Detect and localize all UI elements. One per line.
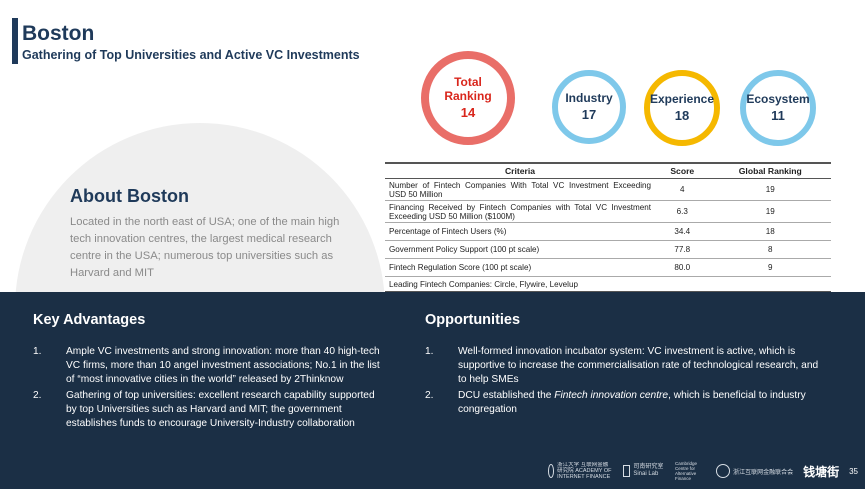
criteria-header: Criteria [385, 162, 655, 179]
sinai-lab-logo: 司南研究室 Sinai Lab [622, 464, 665, 478]
about-title: About Boston [70, 186, 189, 206]
total-ranking-label-1: Total [454, 75, 482, 89]
industry-ring: Industry 17 [552, 70, 626, 144]
global-ranking-cell: 19 [709, 178, 831, 201]
table-row: Fintech Regulation Score (100 pt scale) … [385, 258, 831, 277]
list-number: 1. [33, 346, 42, 357]
list-item: 2. DCU established the Fintech innovatio… [425, 389, 825, 417]
table-footer-row: Leading Fintech Companies: Circle, Flywi… [385, 276, 831, 292]
table-row: Financing Received by Fintech Companies … [385, 200, 831, 223]
ecosystem-ring: Ecosystem 11 [740, 70, 816, 146]
page-subtitle: Gathering of Top Universities and Active… [22, 48, 360, 62]
global-ranking-cell: 18 [709, 222, 831, 241]
bottom-panel: Key Advantages 1. Ample VC investments a… [0, 292, 865, 489]
criteria-cell: Government Policy Support (100 pt scale) [385, 240, 655, 259]
ccaf-logo: Cambridge Centre for Alternative Finance [675, 461, 698, 481]
page-title: Boston [22, 22, 95, 45]
total-ranking-value: 14 [460, 105, 476, 120]
table-header-row: Criteria Score Global Ranking [385, 162, 831, 179]
experience-ring: Experience 18 [644, 70, 720, 146]
key-advantages-list: 1. Ample VC investments and strong innov… [33, 345, 388, 433]
list-number: 2. [425, 390, 434, 401]
score-cell: 80.0 [655, 258, 710, 277]
criteria-table: Criteria Score Global Ranking Number of … [385, 162, 831, 292]
list-item: 2. Gathering of top universities: excell… [33, 389, 388, 431]
industry-label: Industry [565, 91, 613, 105]
global-ranking-cell: 19 [709, 200, 831, 223]
zju-emblem-icon [548, 464, 555, 478]
list-number: 1. [425, 346, 434, 357]
list-item: 1. Well-formed innovation incubator syst… [425, 345, 825, 387]
ecosystem-label: Ecosystem [746, 92, 810, 106]
score-header: Score [655, 162, 710, 179]
zj-association-icon [716, 464, 731, 478]
list-text: Gathering of top universities: excellent… [66, 390, 375, 429]
list-text-italic: Fintech innovation centre [554, 390, 669, 401]
industry-value: 17 [581, 107, 597, 122]
ecosystem-value: 11 [771, 108, 785, 123]
sinai-lab-icon [622, 465, 631, 477]
zj-internet-finance-logo: 浙江互联网金融联合会 [716, 464, 793, 478]
list-item: 1. Ample VC investments and strong innov… [33, 345, 388, 387]
opportunities-list: 1. Well-formed innovation incubator syst… [425, 345, 825, 419]
global-ranking-header: Global Ranking [709, 162, 831, 179]
page-number: 35 [849, 466, 858, 476]
list-text: Well-formed innovation incubator system:… [458, 346, 819, 385]
score-cell: 4 [655, 178, 710, 201]
criteria-cell: Percentage of Fintech Users (%) [385, 222, 655, 241]
about-text: Located in the north east of USA; one of… [70, 216, 340, 279]
table-row: Percentage of Fintech Users (%) 34.4 18 [385, 222, 831, 241]
title-accent-bar [12, 18, 18, 64]
global-ranking-cell: 9 [709, 258, 831, 277]
total-ranking-label-2: Ranking [444, 89, 492, 103]
criteria-cell: Fintech Regulation Score (100 pt scale) [385, 258, 655, 277]
leading-companies-cell: Leading Fintech Companies: Circle, Flywi… [385, 276, 831, 292]
score-cell: 6.3 [655, 200, 710, 223]
key-advantages-title: Key Advantages [33, 312, 146, 328]
score-cell: 77.8 [655, 240, 710, 259]
experience-value: 18 [674, 108, 690, 123]
score-cell: 34.4 [655, 222, 710, 241]
table-row: Number of Fintech Companies With Total V… [385, 178, 831, 201]
list-text-before: DCU established the [458, 390, 555, 401]
opportunities-title: Opportunities [425, 312, 521, 328]
global-ranking-cell: 8 [709, 240, 831, 259]
list-number: 2. [33, 390, 42, 401]
experience-label: Experience [649, 92, 715, 106]
partner-logos: 浙江大学 互联网金融研究院 ACADEMY OF INTERNET FINANC… [548, 460, 858, 482]
criteria-cell: Number of Fintech Companies With Total V… [385, 178, 655, 201]
list-text: Ample VC investments and strong innovati… [66, 346, 380, 385]
criteria-cell: Financing Received by Fintech Companies … [385, 200, 655, 223]
table-row: Government Policy Support (100 pt scale)… [385, 240, 831, 259]
qiantang-street-logo: 钱塘街 [803, 464, 840, 479]
list-text-after: , which is beneficial to industry congre… [458, 390, 806, 415]
total-ranking-ring: Total Ranking 14 [421, 51, 515, 145]
zju-aif-logo: 浙江大学 互联网金融研究院 ACADEMY OF INTERNET FINANC… [548, 462, 613, 480]
